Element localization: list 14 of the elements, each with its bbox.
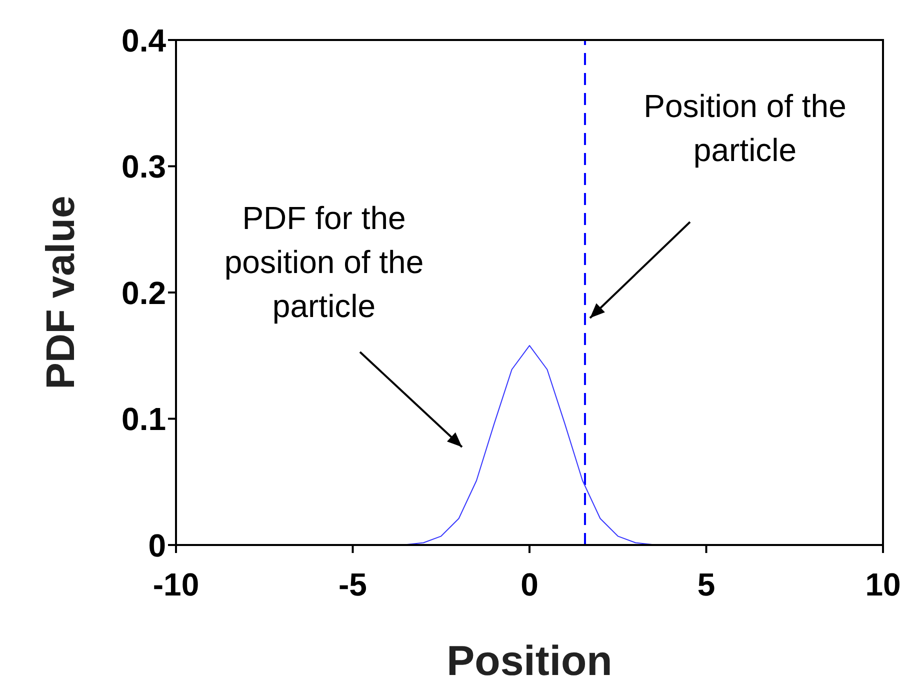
x-axis-title: Position xyxy=(446,637,612,679)
y-tick-label: 0 xyxy=(148,527,166,564)
y-tick-label: 0.1 xyxy=(122,401,166,438)
y-axis-title: PDF value xyxy=(39,196,84,390)
y-tick-label: 0.4 xyxy=(122,22,166,58)
y-tick-label: 0.3 xyxy=(122,148,166,185)
annotation: PDF for the position of the particle xyxy=(223,199,425,326)
x-tick-label: -10 xyxy=(152,566,200,603)
y-tick-label: 0.2 xyxy=(122,274,166,311)
x-tick-label: 10 xyxy=(865,566,901,603)
annotation: Position of the particle xyxy=(642,87,848,170)
x-tick-label: -5 xyxy=(338,566,367,603)
x-tick-label: 0 xyxy=(520,566,538,603)
x-tick-label: 5 xyxy=(697,566,716,603)
